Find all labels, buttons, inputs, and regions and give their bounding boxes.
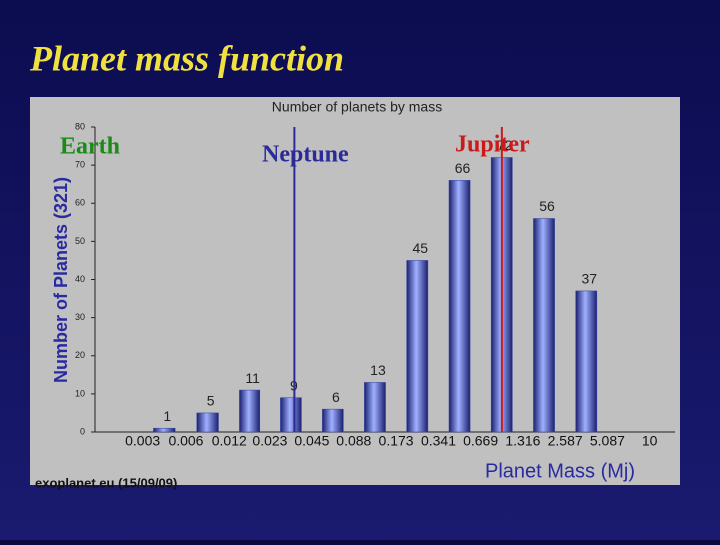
bar bbox=[153, 427, 176, 433]
y-tick-label: 0 bbox=[80, 426, 85, 436]
source-note: exoplanet.eu (15/09/09) bbox=[35, 475, 177, 490]
bar bbox=[322, 408, 344, 433]
annotation: Earth bbox=[60, 134, 120, 160]
x-tick-label: 0.669 bbox=[463, 433, 498, 449]
y-tick-label: 80 bbox=[75, 121, 85, 131]
value-label: 11 bbox=[245, 370, 260, 386]
annotation: Jupiter bbox=[455, 132, 530, 158]
x-tick-label: 0.341 bbox=[421, 433, 456, 449]
y-axis-label: Number of Planets (321) bbox=[51, 177, 71, 383]
value-label: 13 bbox=[370, 362, 386, 378]
bar bbox=[280, 397, 302, 433]
value-label: 1 bbox=[163, 408, 171, 424]
bar bbox=[533, 218, 555, 433]
x-tick-label: 0.003 bbox=[125, 433, 160, 449]
y-tick-label: 60 bbox=[75, 198, 85, 208]
chart-panel bbox=[30, 97, 680, 485]
value-label: 6 bbox=[332, 389, 340, 405]
annotation: Neptune bbox=[262, 142, 349, 168]
y-tick-label: 50 bbox=[75, 236, 85, 246]
y-tick-label: 40 bbox=[75, 274, 85, 284]
y-tick-label: 30 bbox=[75, 312, 85, 322]
x-tick-label: 0.006 bbox=[168, 433, 203, 449]
bar bbox=[406, 260, 429, 433]
y-tick-label: 20 bbox=[75, 350, 85, 360]
bar bbox=[448, 180, 471, 433]
bar bbox=[364, 382, 386, 433]
x-tick-label: 0.012 bbox=[212, 433, 247, 449]
x-tick-label: 0.088 bbox=[336, 433, 371, 449]
x-tick-label: 0.023 bbox=[252, 433, 287, 449]
x-tick-label: 2.587 bbox=[548, 433, 583, 449]
value-label: 56 bbox=[539, 198, 555, 214]
x-tick-label: 10 bbox=[642, 433, 658, 449]
bar bbox=[239, 389, 261, 433]
x-axis-label: Planet Mass (Mj) bbox=[485, 460, 635, 482]
x-tick-label: 0.173 bbox=[379, 433, 414, 449]
x-tick-label: 5.087 bbox=[590, 433, 625, 449]
bar bbox=[575, 290, 598, 433]
x-tick-label: 0.045 bbox=[294, 433, 329, 449]
slide-title: Planet mass function bbox=[29, 38, 344, 78]
chart-title: Number of planets by mass bbox=[272, 99, 442, 115]
value-label: 45 bbox=[412, 240, 428, 256]
y-tick-label: 10 bbox=[75, 388, 85, 398]
value-label: 66 bbox=[455, 160, 471, 176]
bar bbox=[196, 412, 219, 433]
value-label: 37 bbox=[581, 271, 597, 287]
x-tick-label: 1.316 bbox=[505, 433, 540, 449]
value-label: 5 bbox=[207, 393, 215, 409]
y-tick-label: 70 bbox=[75, 160, 85, 170]
